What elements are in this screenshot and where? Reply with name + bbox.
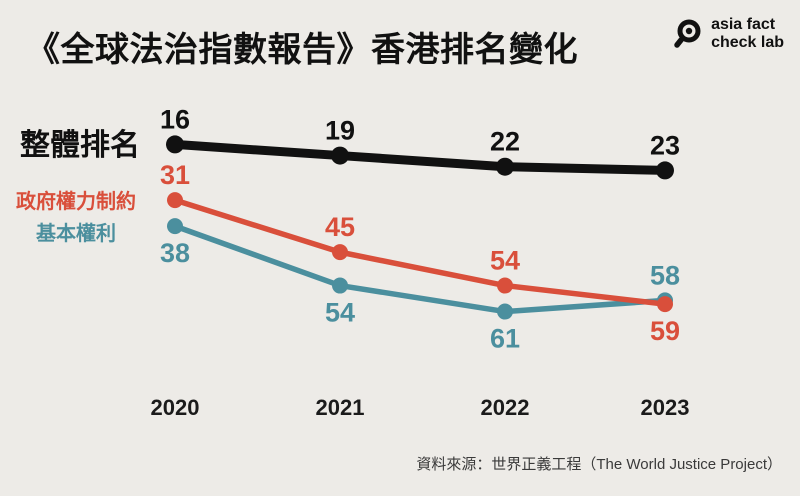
data-point-series1-2022	[497, 277, 513, 294]
series-line-0	[170, 139, 670, 175]
data-point-series0-2021	[331, 146, 349, 165]
source-note: 資料來源：世界正義工程（The World Justice Project）	[416, 456, 782, 473]
logo-text-line1: asia fact	[711, 16, 776, 33]
value-label-series1-2023: 59	[650, 316, 680, 346]
value-label-series0-2021: 19	[325, 116, 355, 146]
page-title: 《全球法治指數報告》香港排名變化	[26, 31, 578, 69]
value-label-series2-2022: 61	[490, 324, 520, 354]
x-axis-label-2020: 2020	[151, 395, 200, 420]
series-line-2	[172, 223, 668, 315]
logo: asia fact check lab	[672, 16, 784, 52]
data-point-series0-2023	[656, 161, 674, 180]
logo-text: asia fact check lab	[711, 16, 784, 52]
data-point-series1-2023	[657, 296, 673, 313]
x-axis-label-2023: 2023	[641, 395, 690, 420]
data-point-series0-2022	[496, 157, 514, 176]
value-label-series0-2023: 23	[650, 130, 680, 160]
x-axis-label-2022: 2022	[481, 395, 530, 420]
series-label-government-power-constraints: 政府權力制約	[16, 191, 136, 213]
value-label-series0-2022: 22	[490, 127, 520, 157]
magnifier-icon	[674, 19, 701, 48]
data-point-series0-2020	[166, 135, 184, 154]
logo-text-line2: check lab	[711, 33, 784, 51]
value-label-series2-2023: 58	[650, 260, 680, 290]
series-label-fundamental-rights: 基本權利	[36, 223, 116, 245]
data-point-series2-2023	[657, 292, 673, 309]
value-label-series2-2020: 38	[160, 238, 190, 268]
data-point-series1-2021	[332, 244, 348, 261]
series-label-overall-ranking: 整體排名	[20, 129, 140, 162]
x-axis-label-2021: 2021	[316, 395, 365, 420]
data-point-series2-2020	[167, 218, 183, 235]
value-label-series1-2022: 54	[490, 246, 520, 276]
value-label-series1-2020: 31	[160, 160, 190, 190]
series-line-1	[172, 197, 668, 307]
data-point-series1-2020	[167, 192, 183, 209]
value-label-series1-2021: 45	[325, 212, 355, 242]
data-point-series2-2021	[332, 277, 348, 294]
value-label-series2-2021: 54	[325, 298, 355, 328]
data-point-series2-2022	[497, 303, 513, 320]
value-label-series0-2020: 16	[160, 104, 190, 134]
